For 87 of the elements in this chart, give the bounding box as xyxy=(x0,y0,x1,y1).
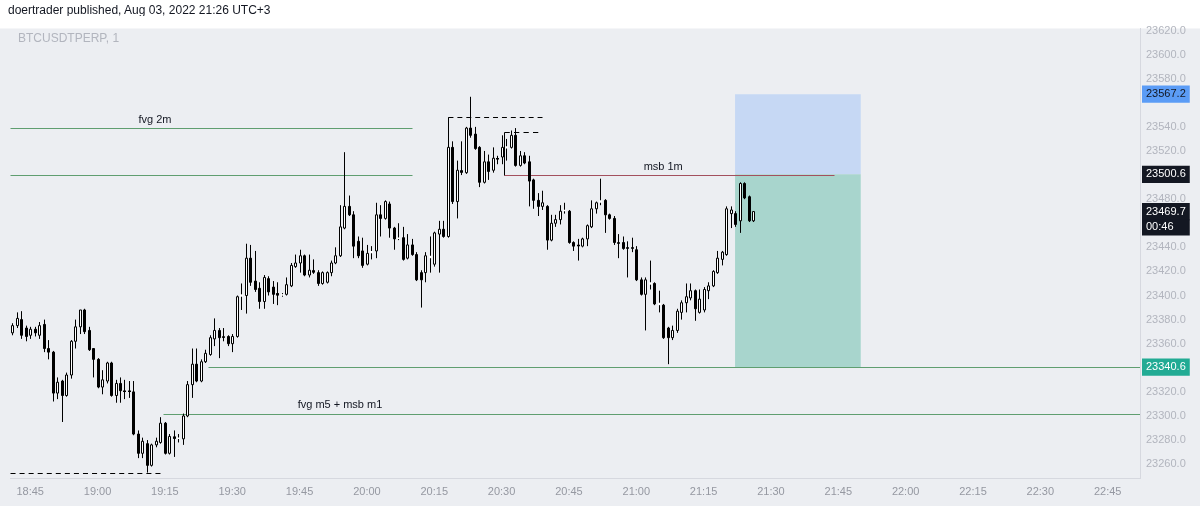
candlestick xyxy=(218,327,221,359)
candlestick xyxy=(361,237,364,269)
y-tick-label: 23600.0 xyxy=(1146,47,1186,60)
x-tick-label: 19:15 xyxy=(151,484,179,497)
y-tick-label: 23340.6 xyxy=(1146,360,1186,373)
annotation: fvg 2m xyxy=(138,112,172,125)
y-tick-label: 23540.0 xyxy=(1146,119,1186,132)
x-tick-label: 22:00 xyxy=(891,484,920,497)
candlestick xyxy=(528,155,531,207)
y-tick-label: 23620.0 xyxy=(1146,23,1186,36)
candlestick xyxy=(559,204,562,225)
x-tick-label: 22:15 xyxy=(959,484,987,497)
candlestick xyxy=(209,334,212,357)
x-tick-label: 19:45 xyxy=(285,484,314,497)
x-tick-label: 21:15 xyxy=(689,484,718,497)
candlestick xyxy=(492,146,495,174)
x-tick-label: 21:45 xyxy=(824,484,853,497)
candlestick xyxy=(667,326,670,365)
candlestick xyxy=(640,276,643,297)
annotation: fvg m5 + msb m1 xyxy=(297,398,383,411)
y-tick-label: 23400.0 xyxy=(1146,288,1186,301)
x-tick-label: 22:45 xyxy=(1093,484,1122,497)
candlestick xyxy=(285,276,288,297)
y-tick-label: 23260.0 xyxy=(1146,457,1186,470)
candlestick xyxy=(487,154,490,181)
annotation: msb 1m xyxy=(643,159,683,172)
y-tick-label: 23520.0 xyxy=(1146,144,1186,157)
candlestick xyxy=(644,276,647,331)
x-tick-label: 19:30 xyxy=(218,484,246,497)
candlestick xyxy=(308,254,311,278)
y-tick-label: 23420.0 xyxy=(1146,264,1186,277)
candlestick xyxy=(141,437,144,459)
y-tick-label: 23320.0 xyxy=(1146,384,1186,397)
x-tick-label: 21:30 xyxy=(757,484,785,497)
y-tick-label: 23469.7 xyxy=(1146,204,1186,217)
x-tick-label: 20:45 xyxy=(555,484,583,497)
candlestick xyxy=(79,309,82,335)
y-tick-label: 23580.0 xyxy=(1146,71,1186,84)
candlestick xyxy=(115,379,118,404)
candlestick xyxy=(626,240,629,278)
y-tick-label: 23480.0 xyxy=(1146,192,1186,205)
x-tick-label: 20:00 xyxy=(353,484,381,497)
candlestick xyxy=(685,282,688,313)
y-tick-label: 23440.0 xyxy=(1146,240,1186,253)
x-tick-label: 21:00 xyxy=(622,484,651,497)
candlestick xyxy=(195,348,198,383)
candlestick xyxy=(272,280,275,305)
candlestick xyxy=(191,348,194,399)
x-tick-label: 18:45 xyxy=(16,484,44,497)
y-tick-label: 23360.0 xyxy=(1146,336,1186,349)
y-tick-label: 23280.0 xyxy=(1146,433,1186,446)
candlestick xyxy=(258,281,261,310)
y-tick-label: 23300.0 xyxy=(1146,409,1186,421)
y-tick-label: 23380.0 xyxy=(1146,312,1186,325)
text: 00:46 xyxy=(1146,219,1174,232)
candlestick xyxy=(424,251,427,283)
y-tick-label: 23567.2 xyxy=(1146,87,1186,100)
candlestick xyxy=(438,220,441,274)
candlestick xyxy=(83,308,86,335)
x-tick-label: 22:30 xyxy=(1026,484,1055,497)
candlestick xyxy=(159,416,162,445)
x-tick-label: 19:00 xyxy=(83,484,112,497)
candlestick xyxy=(694,289,697,322)
candlestick xyxy=(173,429,176,458)
candlestick xyxy=(599,178,602,206)
candlestick xyxy=(483,150,486,184)
chart-subtitle: BTCUSDTPERP, 1 xyxy=(18,31,120,45)
candlestick xyxy=(119,376,122,404)
x-tick-label: 20:30 xyxy=(487,484,516,497)
candlestick xyxy=(299,249,302,274)
candlestick xyxy=(537,192,540,217)
chart-title: doertrader published, Aug 03, 2022 21:26 UTC+3 xyxy=(8,3,271,17)
candlestick xyxy=(703,286,706,313)
y-tick-label: 23500.6 xyxy=(1146,167,1186,180)
candlestick xyxy=(604,198,607,234)
x-tick-label: 20:15 xyxy=(420,484,449,497)
candlestick xyxy=(137,429,140,459)
candlestick xyxy=(20,310,23,340)
candlestick xyxy=(406,233,409,260)
candlestick xyxy=(402,226,405,262)
candlestick xyxy=(730,205,733,229)
candlestick xyxy=(65,372,68,398)
candlestick xyxy=(698,289,701,315)
candlestick xyxy=(276,281,279,306)
candlestick xyxy=(290,262,293,288)
candlestick xyxy=(231,333,234,353)
candlestick xyxy=(541,190,544,211)
